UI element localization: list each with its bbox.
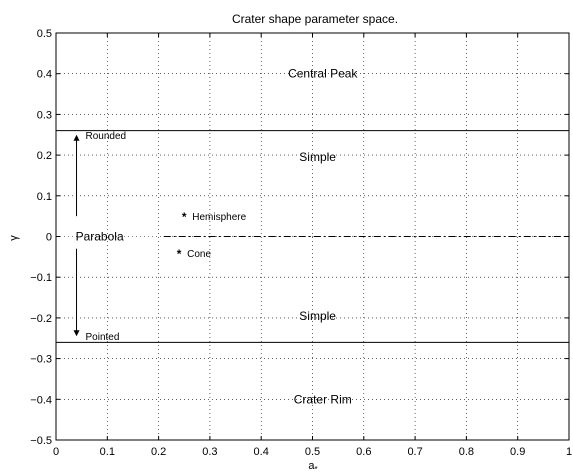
y-tick-label: 0.1 — [37, 191, 52, 203]
region-label: Simple — [299, 309, 336, 323]
point-label: Hemisphere — [192, 212, 246, 223]
x-tick-label: 0.9 — [510, 446, 525, 458]
y-tick-label: −0.5 — [30, 435, 52, 447]
x-tick-label: 0.2 — [151, 446, 166, 458]
y-tick-label: 0.5 — [37, 28, 52, 40]
y-axis-label: γ — [8, 235, 20, 241]
x-tick-label: 0.3 — [202, 446, 217, 458]
plot-frame — [55, 32, 570, 441]
x-tick-label: 0 — [53, 446, 59, 458]
data-points: * Hemisphere * Cone — [177, 210, 247, 261]
region-label: Crater Rim — [294, 392, 352, 406]
y-tick-label: −0.1 — [30, 272, 52, 284]
arrows: Rounded Pointed — [73, 131, 127, 343]
x-tick-label: 0.8 — [459, 446, 474, 458]
y-tick-label: −0.2 — [30, 313, 52, 325]
x-tick-label: 1 — [566, 446, 572, 458]
y-tick-label: 0 — [46, 232, 52, 244]
x-tick-label: 0.6 — [356, 446, 371, 458]
x-tick-label: 0.7 — [407, 446, 422, 458]
boundary-lines — [56, 130, 569, 343]
x-ticks: 0 0.1 0.2 0.3 0.4 0.5 0.6 0.7 0.8 0.9 1 — [53, 33, 572, 458]
region-labels: Central Peak Simple Parabola Simple Crater R… — [76, 67, 359, 407]
x-tick-label: 0.4 — [254, 446, 269, 458]
y-tick-label: 0.2 — [37, 150, 52, 162]
region-label: Parabola — [76, 230, 124, 244]
x-axis-label: a* — [308, 460, 317, 473]
arrow-head — [73, 134, 80, 141]
arrow-label: Pointed — [86, 332, 120, 343]
arrow-label: Rounded — [86, 131, 127, 142]
point-marker: * — [177, 247, 182, 261]
chart-title: Crater shape parameter space. — [232, 12, 398, 26]
arrow-head — [73, 330, 80, 337]
y-ticks: −0.5 −0.4 −0.3 −0.2 −0.1 0 0.1 0.2 0.3 0.4 0.5 — [30, 28, 569, 447]
y-tick-label: −0.3 — [30, 354, 52, 366]
region-label: Central Peak — [288, 67, 358, 81]
grid-lines — [56, 33, 569, 440]
x-tick-label: 0.5 — [305, 446, 320, 458]
y-tick-label: 0.3 — [37, 109, 52, 121]
point-marker: * — [182, 210, 187, 224]
region-label: Simple — [299, 150, 336, 164]
x-tick-label: 0.1 — [100, 446, 115, 458]
point-label: Cone — [187, 249, 211, 260]
y-tick-label: −0.4 — [30, 394, 52, 406]
y-tick-label: 0.4 — [37, 69, 52, 81]
